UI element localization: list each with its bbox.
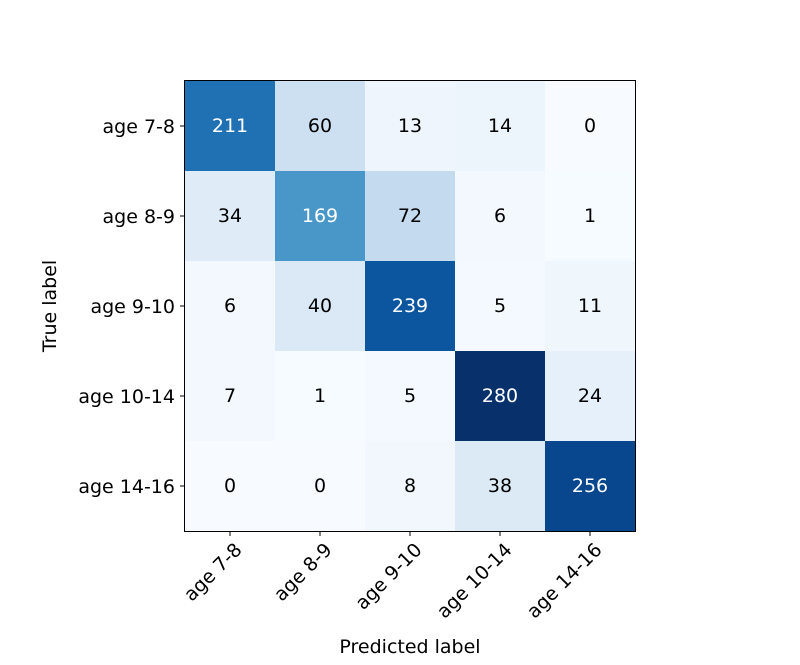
cell-value-label: 13 — [398, 115, 422, 137]
cell-value-label: 8 — [404, 475, 416, 497]
heatmap-cell — [185, 351, 276, 442]
cell-value-label: 1 — [584, 205, 596, 227]
cell-value-label: 256 — [572, 475, 608, 497]
cell-value-label: 6 — [224, 295, 236, 317]
heatmap-cell — [365, 351, 456, 442]
heatmap-cells: 211 60 13 14 0 34 169 72 6 1 6 40 239 5 11 7 1 5 280 24 0 0 8 3… — [185, 81, 636, 532]
cell-value-label: 11 — [578, 295, 602, 317]
y-axis-ticks: age 7-8 age 8-9 age 9-10 age 10-14 age 14-16 — [78, 116, 185, 498]
heatmap-cell — [275, 261, 366, 352]
cell-value-label: 0 — [584, 115, 596, 137]
x-tick-label: age 9-10 — [351, 539, 426, 614]
cell-value-label: 40 — [308, 295, 332, 317]
cell-value-label: 38 — [488, 475, 512, 497]
x-tick-label: age 14-16 — [523, 539, 607, 623]
heatmap-cell — [545, 441, 636, 532]
cell-value-label: 5 — [404, 385, 416, 407]
heatmap-cell — [545, 171, 636, 262]
x-tick-label: age 7-8 — [180, 539, 247, 606]
y-tick-label: age 9-10 — [90, 296, 175, 318]
cell-value-label: 0 — [224, 475, 236, 497]
cell-value-label: 5 — [494, 295, 506, 317]
y-axis-label: True label — [39, 260, 61, 353]
x-tick-label: age 10-14 — [433, 539, 517, 623]
heatmap-cell — [185, 81, 276, 172]
heatmap-cell — [185, 261, 276, 352]
x-axis-label: Predicted label — [339, 636, 480, 658]
cell-value-label: 0 — [314, 475, 326, 497]
heatmap-cell — [275, 351, 366, 442]
heatmap-cell — [545, 81, 636, 172]
heatmap-cell — [185, 441, 276, 532]
heatmap-cell — [185, 171, 276, 262]
x-axis-ticks: age 7-8 age 8-9 age 9-10 age 10-14 age 14-16 — [180, 531, 607, 623]
heatmap-cell — [275, 171, 366, 262]
cell-value-label: 14 — [488, 115, 512, 137]
cell-value-label: 1 — [314, 385, 326, 407]
heatmap-cell — [455, 261, 546, 352]
cell-value-label: 60 — [308, 115, 332, 137]
y-tick-label: age 7-8 — [103, 116, 175, 138]
y-tick-label: age 14-16 — [78, 476, 175, 498]
heatmap-cell — [455, 441, 546, 532]
y-tick-label: age 8-9 — [103, 206, 175, 228]
heatmap-cell — [365, 261, 456, 352]
cell-value-label: 72 — [398, 205, 422, 227]
heatmap-cell — [545, 261, 636, 352]
cell-value-label: 239 — [392, 295, 428, 317]
heatmap-cell — [365, 81, 456, 172]
heatmap-cell — [275, 441, 366, 532]
heatmap-cell — [275, 81, 366, 172]
cell-value-label: 24 — [578, 385, 602, 407]
heatmap-cell — [455, 351, 546, 442]
cell-value-label: 280 — [482, 385, 518, 407]
y-tick-label: age 10-14 — [78, 386, 175, 408]
cell-value-label: 211 — [212, 115, 248, 137]
cell-value-label: 7 — [224, 385, 236, 407]
cell-value-label: 169 — [302, 205, 338, 227]
heatmap-cell — [365, 441, 456, 532]
cell-value-label: 34 — [218, 205, 242, 227]
x-tick-label: age 8-9 — [270, 539, 337, 606]
cell-value-label: 6 — [494, 205, 506, 227]
heatmap-cell — [455, 171, 546, 262]
heatmap-cell — [545, 351, 636, 442]
heatmap-cell — [365, 171, 456, 262]
heatmap-cell — [455, 81, 546, 172]
